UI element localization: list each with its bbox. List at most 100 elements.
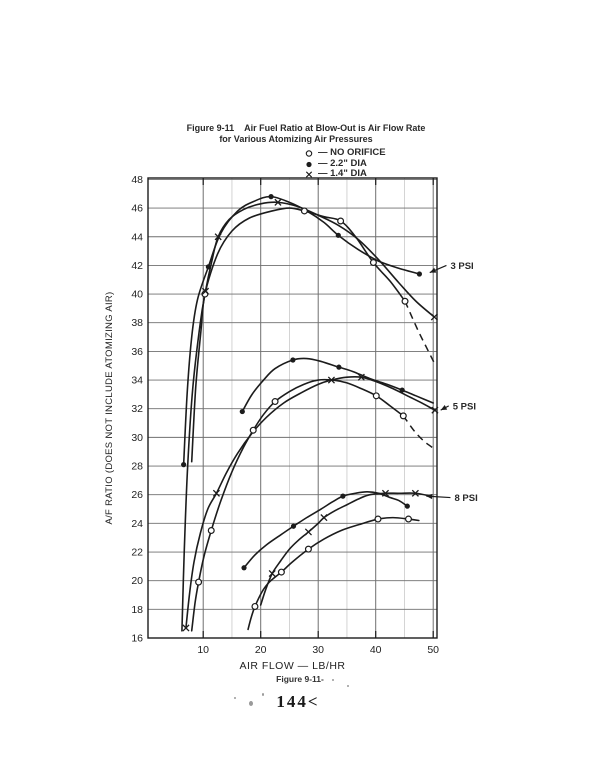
x-data-marker [430,313,438,321]
open-circle-data-marker [369,259,377,267]
x-data-marker [212,489,220,497]
legend-item-14-dia: — 1.4" DIA [303,168,386,180]
y-tick-label: 34 [131,375,143,387]
open-circle-data-marker [399,412,407,420]
x-tick-label: 30 [312,644,324,656]
y-tick-label: 44 [131,231,143,243]
x-data-marker [320,514,328,522]
label-arrow-head [426,493,433,500]
figure-title-text: Air Fuel Ratio at Blow-Out is Air Flow R… [244,123,426,133]
open-circle-data-marker [300,207,308,215]
series-curve [259,492,432,606]
y-tick-label: 38 [131,317,143,329]
filled-circle-data-marker [290,357,296,363]
pressure-group-label: 8 PSI [454,493,477,504]
series-curve [243,491,409,569]
y-tick-label: 40 [131,289,143,301]
x-data-marker [381,489,390,497]
legend-label: — NO ORIFICE [318,147,386,158]
figure-title-line2: for Various Atomizing Air Pressures [219,134,373,144]
x-data-marker [411,489,419,497]
pressure-group-label: 3 PSI [450,261,473,272]
filled-circle-data-marker [239,408,245,415]
label-arrow-head [429,267,437,273]
legend-item-22-dia: — 2.2" DIA [303,157,386,170]
legend-label: — 1.4" DIA [318,168,367,179]
open-circle-data-marker [372,392,380,400]
filled-circle-data-marker [335,232,341,238]
filled-circle-data-marker [290,523,297,529]
open-circle-data-marker [277,568,285,576]
open-circle-data-marker [337,217,345,225]
y-tick-label: 28 [131,461,143,473]
y-tick-label: 16 [131,632,143,644]
open-circle-data-marker [271,398,279,406]
x-data-marker [274,198,282,206]
x-data-marker [327,376,335,384]
legend-item-no-orifice: — NO ORIFICE [303,147,386,159]
open-circle-data-marker [404,515,412,523]
x-tick-label: 50 [427,644,439,656]
open-circle-data-marker [401,297,409,305]
scan-speck [262,693,264,696]
x-tick-label: 10 [197,644,209,656]
figure-title-block: Figure 9-11 Air Fuel Ratio at Blow-Out is… [0,123,612,145]
page-number: 144< [276,692,320,711]
label-arrow-head [440,405,448,411]
open-circle-data-marker [374,515,382,523]
y-tick-label: 18 [131,604,143,616]
y-tick-label: 48 [131,174,143,186]
series-curve-dashed-tail [402,415,435,450]
series-curve [181,201,436,632]
y-tick-label: 26 [131,489,143,501]
filled-circle-data-marker [404,503,410,509]
x-data-marker [268,569,276,578]
open-circle-data-marker [251,602,259,610]
series-curve [185,375,436,629]
y-tick-label: 22 [131,547,143,559]
pressure-group-label: 5 PSI [453,401,476,412]
x-data-marker [431,406,439,414]
x-data-marker [214,233,222,241]
scan-speck [249,701,253,706]
scan-speck [347,685,349,687]
chart-legend: — NO ORIFICE — 2.2" DIA — 1.4" DIA [303,147,386,180]
open-circle-data-marker [195,578,203,586]
x-axis-title: AIR FLOW — LB/HR [239,660,345,672]
y-tick-label: 42 [131,260,143,272]
scan-speck [234,697,236,699]
y-axis-title: A/F RATIO (DOES NOT INCLUDE ATOMIZING AI… [104,291,115,524]
series-curve [190,378,405,632]
filled-circle-data-marker [340,493,346,499]
y-tick-label: 20 [131,575,143,587]
filled-circle-data-marker [181,462,187,468]
x-data-marker [182,624,190,632]
y-tick-label: 36 [131,346,143,358]
filled-circle-data-marker [336,364,342,370]
y-tick-label: 30 [131,432,143,444]
x-data-marker [201,287,210,295]
figure-title-line1: Figure 9-11 Air Fuel Ratio at Blow-Out is… [0,123,612,134]
open-circle-data-marker [304,545,312,553]
x-tick-label: 40 [370,644,382,656]
series-curve [190,207,406,463]
filled-circle-data-marker [416,271,422,277]
filled-circle-data-marker [399,387,405,393]
y-tick-label: 46 [131,203,143,215]
filled-circle-marker-icon [303,159,315,169]
open-circle-data-marker [249,426,257,434]
open-circle-data-marker [207,527,215,535]
legend-label: — 2.2" DIA [318,157,367,169]
y-tick-label: 24 [131,518,143,530]
x-data-marker [357,373,365,381]
x-marker-icon [303,169,315,179]
series-curve [247,516,420,631]
figure-number-label: Figure 9-11 [186,123,235,133]
x-data-marker [304,528,312,536]
filled-circle-data-marker [205,264,211,270]
series-curve-dashed-tail [404,300,436,365]
filled-circle-data-marker [241,565,247,571]
bottom-figure-caption: Figure 9-11- [276,674,324,684]
